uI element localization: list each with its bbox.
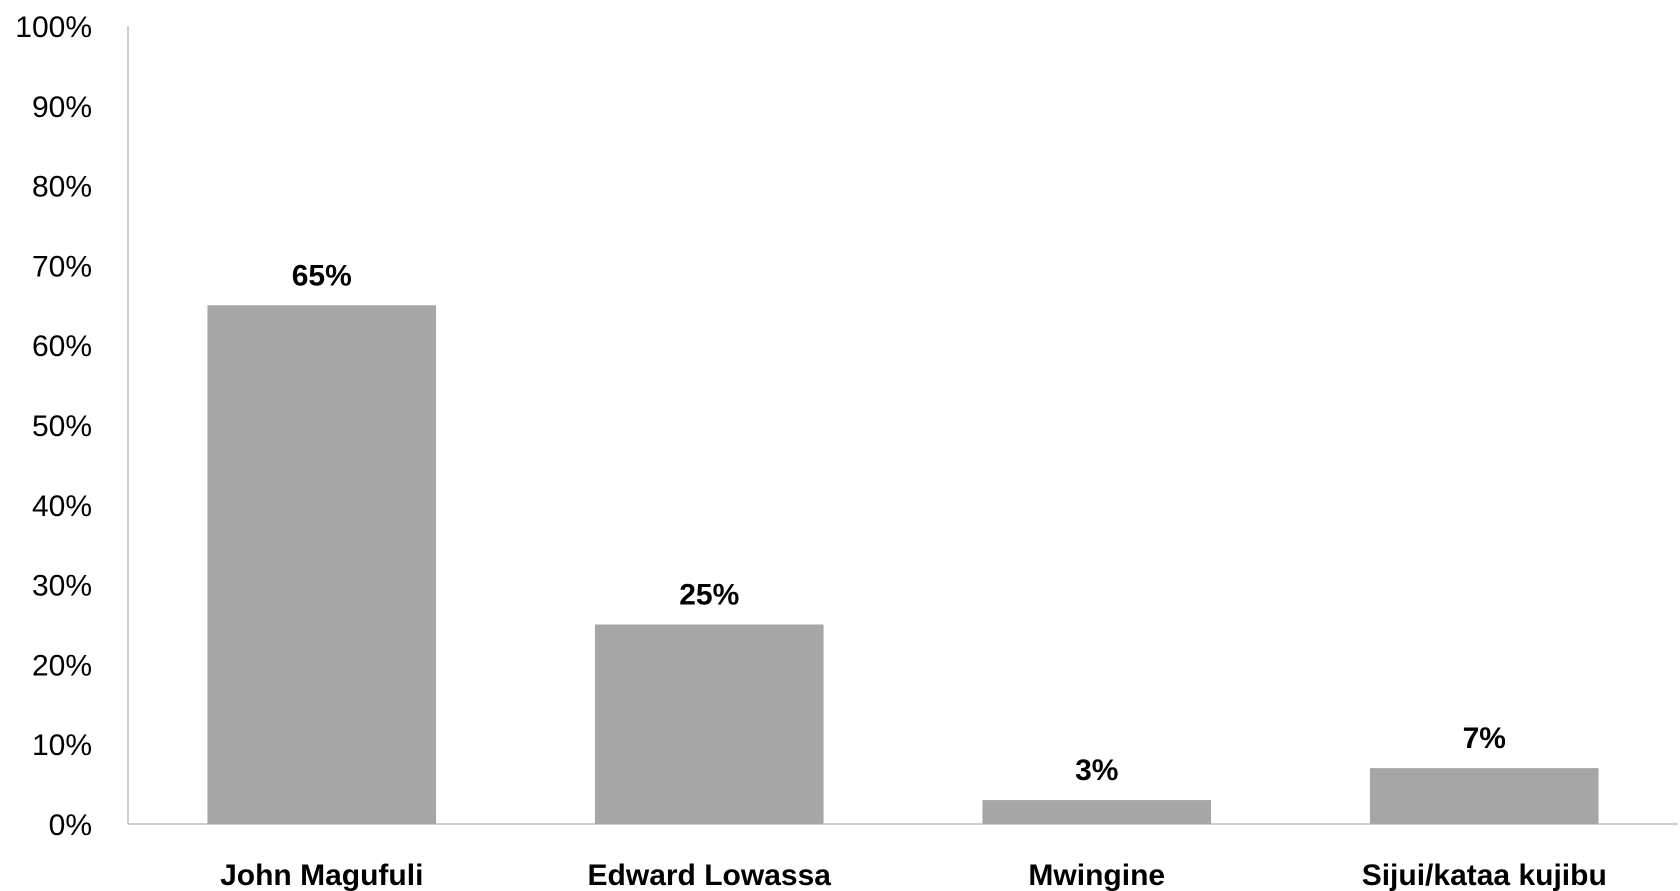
y-tick-label: 60% <box>32 330 92 363</box>
y-tick-label: 40% <box>32 490 92 523</box>
y-tick-label: 10% <box>32 729 92 762</box>
category-labels: John Magufuli Edward Lowassa Mwingine Sijui… <box>220 859 1607 891</box>
bars <box>207 305 1599 824</box>
bar <box>1369 768 1599 824</box>
y-tick-label: 90% <box>32 91 92 124</box>
y-tick-label: 30% <box>32 570 92 603</box>
x-category-label: Sijui/kataa kujibu <box>1362 859 1607 891</box>
x-category-label: John Magufuli <box>220 859 423 891</box>
bar <box>594 624 824 824</box>
bar-value-label: 3% <box>1075 754 1118 787</box>
bar <box>207 305 437 824</box>
bar-value-label: 7% <box>1463 722 1506 755</box>
y-tick-label: 50% <box>32 410 92 443</box>
bar <box>982 800 1212 824</box>
y-tick-label: 100% <box>15 11 92 44</box>
x-category-label: Mwingine <box>1028 859 1165 891</box>
y-axis-ticks: 0% 10% 20% 30% 40% 50% 60% 70% 80% 90% 100% <box>15 11 92 842</box>
y-tick-label: 70% <box>32 250 92 283</box>
data-labels: 65% 25% 3% 7% <box>292 259 1506 787</box>
y-tick-label: 20% <box>32 649 92 682</box>
y-tick-label: 0% <box>49 809 92 842</box>
bar-value-label: 25% <box>679 579 739 612</box>
y-tick-label: 80% <box>32 171 92 204</box>
bar-value-label: 65% <box>292 259 352 292</box>
x-category-label: Edward Lowassa <box>588 859 832 891</box>
